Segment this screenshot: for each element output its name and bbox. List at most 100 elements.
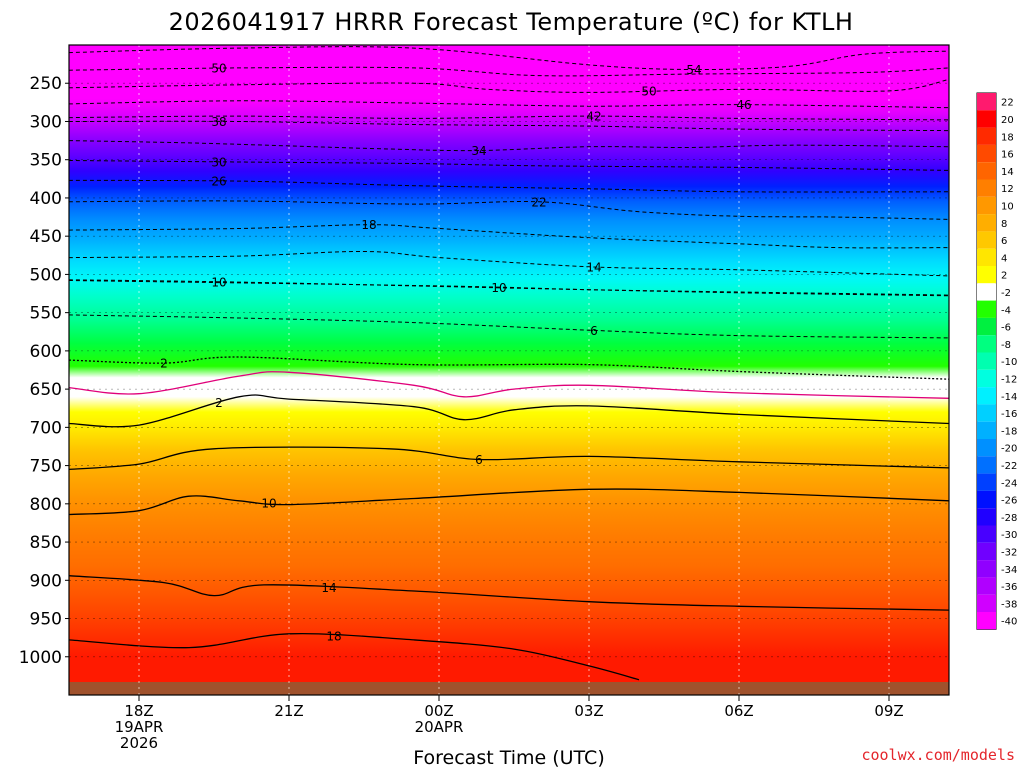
colorbar-swatch bbox=[977, 144, 996, 163]
colorbar-label: -22 bbox=[1001, 461, 1017, 472]
isotherm-line bbox=[69, 179, 949, 193]
isotherm-label: 50 bbox=[211, 62, 226, 76]
x-tick-label: 00Z bbox=[424, 702, 453, 720]
y-tick-label: 400 bbox=[30, 189, 62, 209]
colorbar-label: -24 bbox=[1001, 478, 1017, 489]
y-tick-label: 850 bbox=[30, 533, 62, 553]
isotherm-label: 2 bbox=[215, 396, 223, 410]
colorbar-swatch bbox=[977, 369, 996, 388]
isotherm-line bbox=[69, 100, 949, 109]
colorbar-label: 4 bbox=[1001, 253, 1007, 264]
isotherm-line bbox=[69, 66, 949, 77]
isotherm-label: 50 bbox=[641, 85, 656, 99]
isotherm-label: 2 bbox=[160, 357, 168, 371]
colorbar-swatch bbox=[977, 525, 996, 543]
isotherm-line bbox=[69, 115, 949, 121]
y-tick-label: 800 bbox=[30, 495, 62, 515]
isotherm-label: 22 bbox=[531, 195, 546, 209]
colorbar-swatch bbox=[977, 560, 996, 578]
colorbar-label: 12 bbox=[1001, 184, 1014, 195]
y-tick-label: 300 bbox=[30, 112, 62, 132]
y-tick-label: 250 bbox=[30, 74, 62, 94]
colorbar-swatch bbox=[977, 387, 996, 405]
isotherm-label: 26 bbox=[211, 175, 226, 189]
colorbar-label: -14 bbox=[1001, 392, 1017, 403]
colorbar-label: -6 bbox=[1001, 323, 1011, 334]
isotherm-label: 10 bbox=[491, 281, 506, 295]
isotherm-label: 14 bbox=[321, 581, 336, 595]
colorbar-swatch bbox=[977, 179, 996, 197]
isotherm-line bbox=[69, 78, 949, 93]
colorbar-swatch bbox=[977, 162, 996, 180]
colorbar-swatch bbox=[977, 612, 996, 630]
isotherm-label: 10 bbox=[261, 497, 276, 511]
isotherm-line bbox=[69, 280, 949, 297]
isotherm-lines bbox=[69, 46, 949, 681]
colorbar-label: 6 bbox=[1001, 236, 1007, 247]
chart-title: 2026041917 HRRR Forecast Temperature (ºC… bbox=[169, 8, 854, 36]
colorbar-label: 14 bbox=[1001, 167, 1014, 178]
colorbar-label: -26 bbox=[1001, 496, 1017, 507]
y-tick-label: 550 bbox=[30, 304, 62, 324]
isotherm-line bbox=[69, 371, 949, 399]
isotherm-label: 10 bbox=[211, 275, 226, 289]
colorbar-swatch bbox=[977, 335, 996, 353]
isotherm-label: 42 bbox=[586, 110, 601, 124]
isotherm-line bbox=[69, 224, 949, 249]
isotherm-label: 34 bbox=[471, 144, 486, 158]
colorbar-swatch bbox=[977, 542, 996, 561]
colorbar-swatch bbox=[977, 404, 996, 422]
colorbar-label: -28 bbox=[1001, 513, 1017, 524]
colorbar-swatch bbox=[977, 283, 996, 301]
isotherm-line bbox=[69, 140, 949, 152]
colorbar-swatch bbox=[977, 248, 996, 266]
isotherm-line bbox=[69, 314, 949, 339]
isotherm-label: 46 bbox=[736, 98, 751, 112]
colorbar-swatch bbox=[977, 473, 996, 491]
colorbar-swatch bbox=[977, 421, 996, 439]
colorbar-swatch bbox=[977, 439, 996, 457]
isotherm-label: 6 bbox=[475, 453, 483, 467]
below-ground-band bbox=[69, 682, 949, 695]
x-tick-label: 21Z bbox=[274, 702, 303, 720]
colorbar-label: -18 bbox=[1001, 426, 1017, 437]
y-tick-label: 700 bbox=[30, 418, 62, 438]
colorbar-swatch bbox=[977, 300, 996, 318]
y-tick-label: 600 bbox=[30, 342, 62, 362]
colorbar-swatch bbox=[977, 93, 996, 111]
pressure-axis: 250 300 350 400 450 500 550 600 650 700 750 800 850 9… bbox=[19, 74, 69, 668]
colorbar-label: -38 bbox=[1001, 599, 1017, 610]
y-tick-label: 750 bbox=[30, 457, 62, 477]
y-tick-label: 350 bbox=[30, 151, 62, 171]
colorbar-label: -4 bbox=[1001, 305, 1011, 316]
y-tick-label: 950 bbox=[30, 610, 62, 630]
isotherm-label: 14 bbox=[586, 260, 601, 274]
colorbar-swatch bbox=[977, 352, 996, 370]
x-tick-label: 03Z bbox=[574, 702, 603, 720]
colorbar-label: -34 bbox=[1001, 565, 1017, 576]
x-tick-label: 19APR bbox=[115, 718, 164, 736]
isotherm-line bbox=[69, 200, 949, 220]
isotherm-line bbox=[69, 160, 949, 171]
colorbar-swatch bbox=[977, 490, 996, 509]
isotherm-line bbox=[69, 279, 949, 296]
colorbar-swatch bbox=[977, 577, 996, 595]
colorbar-label: 18 bbox=[1001, 132, 1014, 143]
colorbar-swatch bbox=[977, 110, 996, 128]
credit-text: coolwx.com/models bbox=[861, 746, 1015, 764]
colorbar-label: 20 bbox=[1001, 115, 1014, 126]
colorbar-label: -32 bbox=[1001, 547, 1017, 558]
colorbar-label: -8 bbox=[1001, 340, 1011, 351]
colorbar-label: 8 bbox=[1001, 219, 1007, 230]
colorbar-label: -2 bbox=[1001, 288, 1011, 299]
colorbar-swatch bbox=[977, 456, 996, 474]
x-tick-label: 2026 bbox=[120, 734, 158, 752]
y-tick-label: 650 bbox=[30, 380, 62, 400]
colorbar-swatch bbox=[977, 266, 996, 284]
isotherm-label: 18 bbox=[326, 630, 341, 644]
colorbar-label: 2 bbox=[1001, 271, 1007, 282]
colorbar-label: -16 bbox=[1001, 409, 1017, 420]
plot-frame bbox=[68, 44, 950, 696]
